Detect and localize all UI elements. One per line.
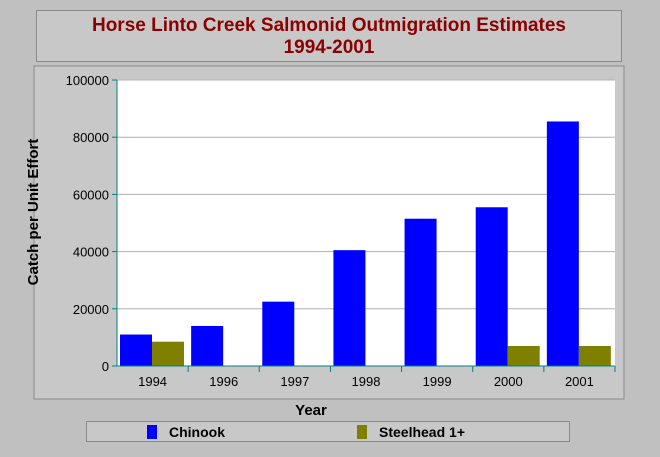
bar-steelhead-2001 (578, 345, 611, 366)
bar-chinook-1997 (262, 301, 295, 366)
x-tick-label: 1997 (280, 374, 309, 389)
bar-steelhead-2000 (507, 345, 540, 366)
x-tick-label: 2001 (565, 374, 594, 389)
y-tick-label: 0 (102, 359, 109, 374)
x-tick-label: 1996 (209, 374, 238, 389)
chart-title: Horse Linto Creek Salmonid Outmigration … (91, 15, 567, 36)
bar-chinook-1994 (120, 334, 152, 366)
y-tick-label: 20000 (73, 302, 109, 317)
x-tick-label: 1994 (138, 374, 167, 389)
legend-label-steelhead: Steelhead 1+ (379, 424, 465, 440)
x-tick-labels: 1994 1996 1997 1998 1999 2000 2001 (138, 374, 594, 389)
legend-swatch-chinook (147, 425, 157, 439)
x-axis-label: Year (295, 402, 327, 419)
y-tick-label: 60000 (73, 187, 109, 202)
bar-chinook-1999 (404, 218, 437, 366)
y-tick-label: 80000 (73, 130, 109, 145)
gridlines (117, 79, 615, 310)
y-tick-label: 40000 (73, 245, 109, 260)
legend-swatch-steelhead (357, 425, 367, 439)
y-axis-label: Catch per Unit Effort (25, 139, 42, 286)
chart-subtitle: 1994-2001 (283, 37, 375, 58)
bars (120, 121, 611, 366)
plot-area (117, 80, 615, 366)
bar-chinook-1998 (333, 250, 366, 366)
bar-steelhead-1994 (152, 341, 184, 366)
bar-chinook-1996 (191, 325, 224, 366)
x-tick-label: 1998 (352, 374, 381, 389)
chart-title-box: Horse Linto Creek Salmonid Outmigration … (36, 10, 622, 62)
y-tick-labels: 0 20000 40000 60000 80000 100000 (66, 73, 109, 374)
y-tick-label: 100000 (66, 73, 109, 88)
x-tick-label: 1999 (423, 374, 452, 389)
legend-label-chinook: Chinook (169, 424, 225, 440)
x-tick-label: 2000 (494, 374, 523, 389)
bar-chinook-2001 (546, 121, 579, 366)
bar-chinook-2000 (475, 207, 508, 366)
axes (112, 79, 616, 372)
legend: Chinook Steelhead 1+ (86, 421, 570, 442)
